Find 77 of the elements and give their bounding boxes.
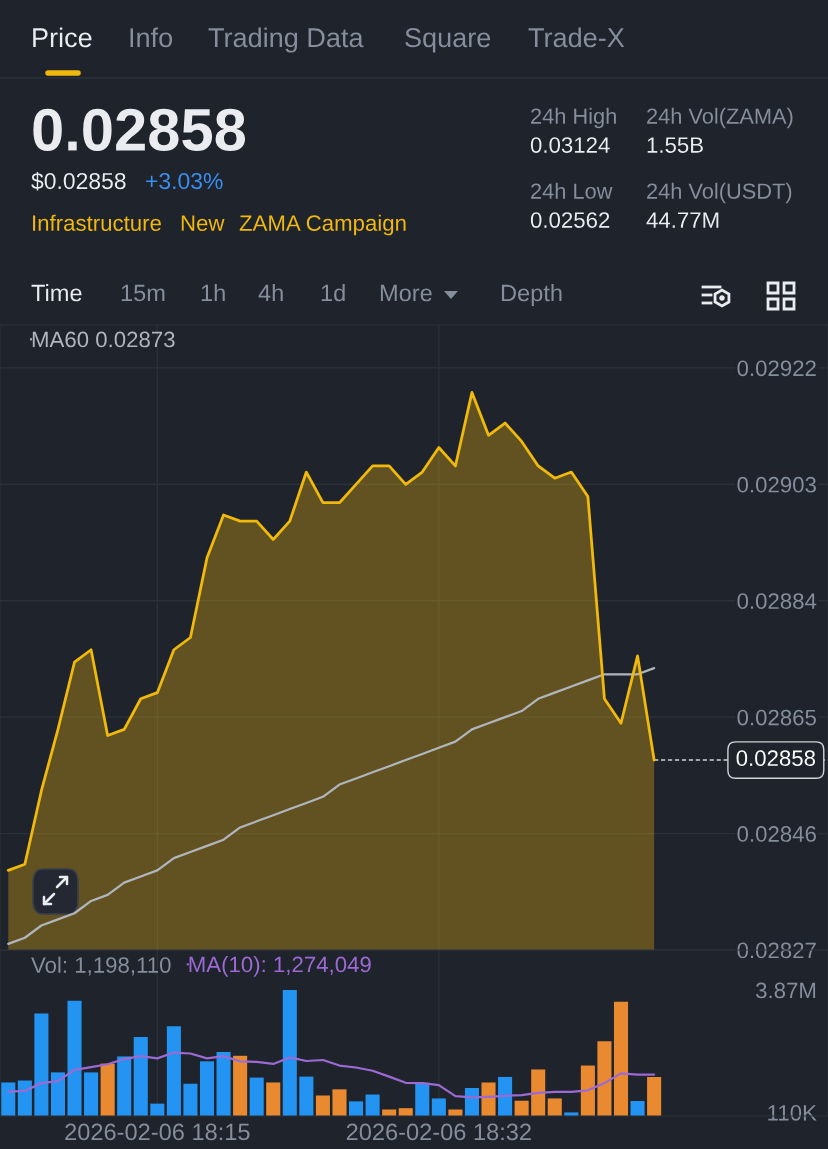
text: 24h Low [531, 182, 613, 199]
bar [199, 1061, 215, 1116]
text: 0.02562 [530, 212, 610, 228]
text: $0.02858 [31, 171, 126, 191]
y-tick-label: 110K [768, 1104, 817, 1121]
text: 24h Vol(USDT) [647, 182, 792, 204]
bar [34, 1013, 49, 1116]
bar [166, 1026, 181, 1116]
bar [266, 1082, 281, 1116]
bar [647, 1077, 662, 1116]
bar [431, 1098, 446, 1116]
bar [84, 1072, 99, 1116]
text: +3.03% [146, 172, 223, 190]
bar [67, 1000, 82, 1116]
bar [514, 1100, 529, 1116]
bar [349, 1101, 364, 1116]
legend-label: MA60 0.02873 [32, 331, 175, 348]
y-tick-label: 0.02827 [737, 942, 816, 959]
x-tick-label: 2026-02-06 18:32 [346, 1123, 531, 1141]
text: Depth [501, 283, 562, 306]
bar [332, 1089, 347, 1116]
text: 4h [258, 283, 283, 302]
text: Square [405, 28, 491, 53]
bar [117, 1056, 132, 1116]
text: Price [33, 27, 92, 48]
bar [216, 1051, 231, 1116]
text: Trading Data [208, 27, 364, 53]
bar [1, 1082, 16, 1116]
text: 24h Vol(ZAMA) [647, 107, 793, 129]
bar [498, 1076, 513, 1116]
bar [183, 1083, 198, 1116]
annotation: Vol: 1,198,110 [31, 956, 171, 976]
bar [315, 1095, 330, 1116]
bar [249, 1077, 264, 1116]
text: More [380, 284, 432, 302]
bar [630, 1101, 645, 1116]
text: 15m [121, 284, 165, 302]
bar [233, 1055, 248, 1116]
text: 0.03124 [530, 137, 610, 153]
line-series [7, 1051, 656, 1099]
bar [547, 1098, 562, 1116]
bar [365, 1094, 380, 1116]
bar [597, 1041, 612, 1116]
bar [100, 1063, 115, 1116]
text: Info [130, 27, 173, 48]
bar [282, 990, 297, 1116]
text: 1h [201, 283, 225, 302]
text: Trade-X [528, 27, 625, 48]
text: 44.77M [646, 212, 719, 228]
bar [481, 1082, 496, 1116]
y-tick-label: 3.87M [755, 982, 816, 999]
bar [415, 1082, 430, 1116]
text: Infrastructure [33, 214, 161, 231]
text: 24h High [531, 107, 616, 129]
ref-line-label: 0.02858 [736, 750, 816, 767]
text: ZAMA Campaign [239, 214, 406, 236]
bar [133, 1036, 148, 1116]
legend-label: MA(10): 1,274,049 [189, 956, 371, 977]
y-tick-label: 0.02922 [737, 360, 816, 377]
text: 1d [321, 283, 345, 302]
text: 0.02858 [33, 108, 246, 152]
text: New [181, 215, 225, 231]
y-tick-label: 0.02846 [737, 826, 816, 842]
bar [299, 1076, 314, 1116]
line-series [7, 667, 656, 945]
bar [448, 1109, 463, 1116]
y-tick-label: 0.02865 [737, 709, 816, 726]
y-tick-label: 0.02903 [737, 476, 816, 493]
bar [382, 1109, 397, 1116]
bar [531, 1069, 546, 1116]
text: 1.55B [647, 137, 703, 153]
bar [613, 1001, 629, 1116]
text: Time [31, 283, 82, 302]
y-tick-label: 0.02884 [737, 593, 817, 610]
bar [50, 1072, 65, 1116]
bar [580, 1065, 595, 1116]
x-tick-label: 2026-02-06 18:15 [65, 1123, 250, 1141]
